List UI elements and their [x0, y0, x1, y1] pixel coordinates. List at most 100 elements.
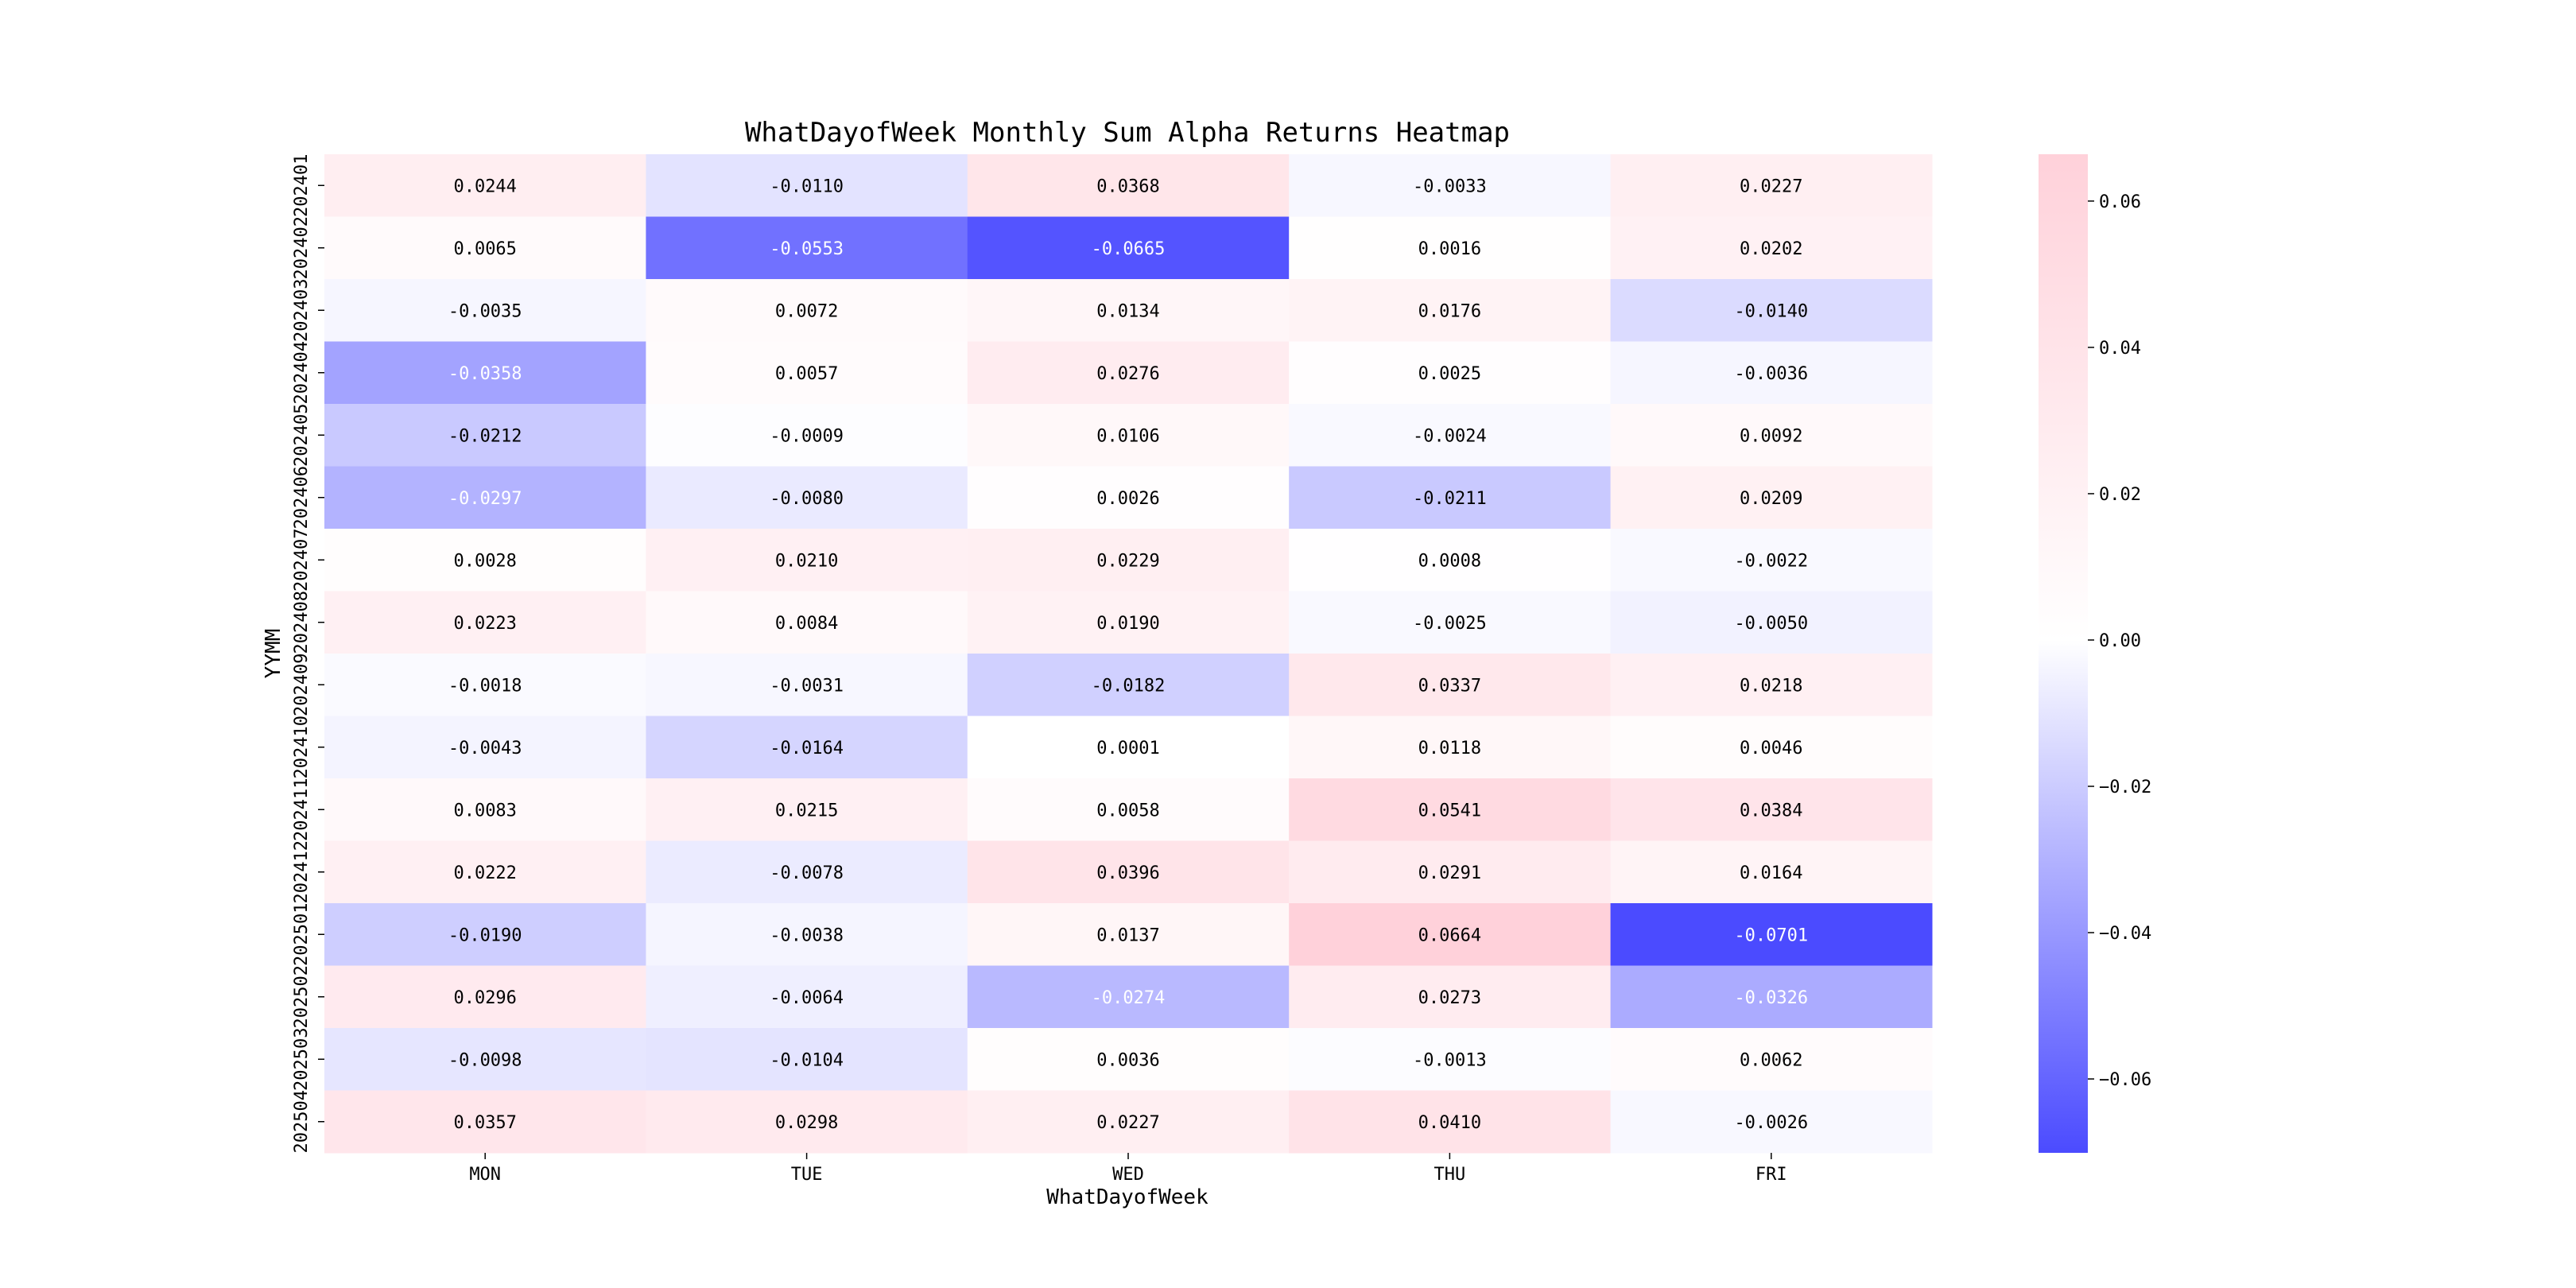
x-axis-ticks: MON TUE WED THU FRI: [469, 1153, 1787, 1185]
colorbar-tick-label: 0.04: [2099, 339, 2141, 359]
cell-value-label: 0.0291: [1418, 863, 1481, 883]
y-tick-label: 202408: [292, 591, 312, 654]
heatmap-cell: [324, 654, 646, 716]
cell-value-label: 0.0036: [1096, 1050, 1159, 1070]
heatmap-cell: [967, 404, 1290, 467]
cell-value-label: 0.0084: [775, 614, 838, 634]
cell-value-label: 0.0164: [1740, 863, 1802, 883]
heatmap-cell: [967, 529, 1290, 592]
heatmap-cell: [967, 965, 1290, 1029]
heatmap-cell: [967, 341, 1290, 405]
heatmap-cell: [1610, 1090, 1933, 1154]
cell-value-label: -0.0182: [1092, 676, 1166, 696]
heatmap-cell: [1610, 1028, 1933, 1091]
cell-value-label: -0.0212: [448, 426, 522, 446]
heatmap-cell: [646, 466, 968, 530]
cell-value-label: -0.0064: [770, 988, 844, 1008]
heatmap-cell: [1289, 840, 1612, 904]
heatmap-cell: [1610, 341, 1933, 405]
cell-value-label: 0.0202: [1740, 239, 1802, 259]
cell-value-label: -0.0211: [1413, 489, 1487, 509]
heatmap-cell: [967, 1028, 1290, 1091]
heatmap-cell: [1610, 716, 1933, 779]
heatmap-cell: [646, 778, 968, 841]
cell-value-label: 0.0276: [1096, 364, 1159, 384]
heatmap-cell: [646, 154, 968, 217]
heatmap-cell: [646, 529, 968, 592]
colorbar-gradient: [2039, 154, 2088, 1153]
cell-value-label: -0.0009: [770, 426, 844, 446]
heatmap-cell: [1289, 466, 1612, 530]
heatmap-cell: [324, 903, 646, 966]
cell-value-label: 0.0046: [1740, 739, 1802, 758]
heatmap-cell: [324, 716, 646, 779]
cell-value-label: -0.0050: [1734, 614, 1808, 634]
heatmap-cell: [646, 279, 968, 342]
colorbar-tick-label: 0.00: [2099, 631, 2141, 651]
cell-value-label: 0.0664: [1418, 925, 1481, 945]
cell-value-label: -0.0104: [770, 1050, 844, 1070]
heatmap-cell: [324, 1028, 646, 1091]
heatmap-cell: [967, 654, 1290, 716]
heatmap-cell: [1610, 154, 1933, 217]
x-axis-label: WhatDayofWeek: [1046, 1185, 1208, 1209]
y-tick-label: 202502: [292, 965, 312, 1028]
cell-value-label: 0.0209: [1740, 489, 1802, 509]
cell-value-label: 0.0058: [1096, 801, 1159, 821]
heatmap-cell: [967, 154, 1290, 217]
cell-value-label: 0.0541: [1418, 801, 1481, 821]
cell-value-label: 0.0083: [453, 801, 516, 821]
heatmap-cell: [1610, 404, 1933, 467]
cell-value-label: 0.0410: [1418, 1113, 1481, 1133]
heatmap-cell: [967, 279, 1290, 342]
heatmap-cell: [324, 154, 646, 217]
colorbar-tick-label: −0.06: [2099, 1070, 2151, 1090]
cell-value-label: -0.0035: [448, 301, 522, 321]
heatmap-cell: [967, 216, 1290, 280]
heatmap-cell: [646, 840, 968, 904]
cell-value-label: 0.0227: [1096, 1113, 1159, 1133]
heatmap-cell: [646, 903, 968, 966]
y-tick-label: 202406: [292, 466, 312, 529]
cell-value-label: 0.0057: [775, 364, 838, 384]
heatmap-cell: [646, 716, 968, 779]
cell-value-label: -0.0025: [1413, 614, 1487, 634]
cell-value-label: 0.0176: [1418, 301, 1481, 321]
cell-value-label: -0.0043: [448, 739, 522, 758]
heatmap-cell: [324, 840, 646, 904]
cell-value-label: 0.0296: [453, 988, 516, 1008]
cell-value-label: 0.0227: [1740, 177, 1802, 196]
x-tick-label: TUE: [791, 1165, 823, 1185]
y-tick-label: 202411: [292, 778, 312, 841]
cell-value-label: 0.0026: [1096, 489, 1159, 509]
heatmap-cell: [324, 778, 646, 841]
heatmap-cell: [1610, 529, 1933, 592]
heatmap-cell: [1289, 216, 1612, 280]
y-tick-label: 202504: [292, 1090, 312, 1153]
x-tick-label: FRI: [1755, 1165, 1787, 1185]
heatmap-cell: [1610, 279, 1933, 342]
cell-value-label: 0.0337: [1418, 676, 1481, 696]
cell-value-label: -0.0026: [1734, 1113, 1808, 1133]
cell-value-label: 0.0218: [1740, 676, 1802, 696]
heatmap-cell: [646, 404, 968, 467]
cell-value-label: -0.0013: [1413, 1050, 1487, 1070]
heatmap-cell: [967, 591, 1290, 654]
cell-value-label: 0.0396: [1096, 863, 1159, 883]
y-tick-label: 202407: [292, 529, 312, 592]
heatmap-cell: [324, 279, 646, 342]
cell-value-label: 0.0384: [1740, 801, 1802, 821]
heatmap-cell: [1289, 1028, 1612, 1091]
heatmap-cell: [646, 654, 968, 716]
colorbar-tick-label: −0.04: [2099, 924, 2151, 944]
heatmap-cell: [646, 341, 968, 405]
heatmap-cell: [324, 216, 646, 280]
heatmap-cell: [1289, 529, 1612, 592]
cell-value-label: 0.0118: [1418, 739, 1481, 758]
heatmap-cell: [646, 1090, 968, 1154]
cell-value-label: -0.0140: [1734, 301, 1808, 321]
x-tick-label: THU: [1434, 1165, 1466, 1185]
cell-value-label: -0.0033: [1413, 177, 1487, 196]
heatmap-cell: [646, 965, 968, 1029]
